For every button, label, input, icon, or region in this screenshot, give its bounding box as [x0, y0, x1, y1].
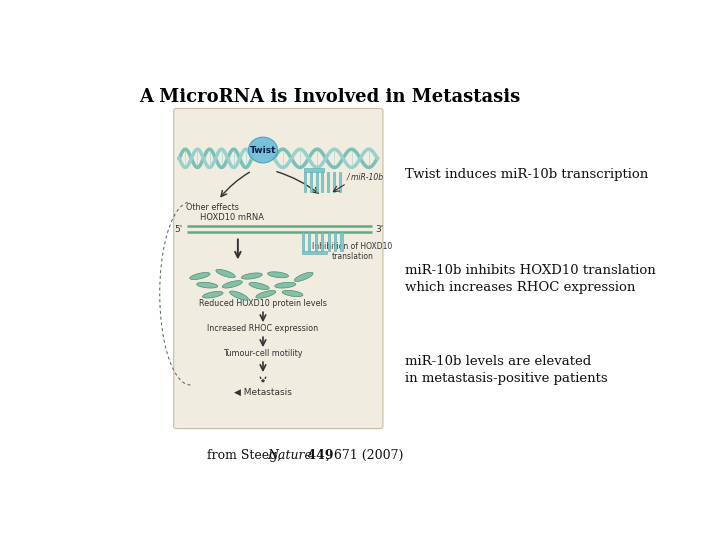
- Ellipse shape: [190, 273, 210, 280]
- Ellipse shape: [282, 291, 303, 296]
- FancyBboxPatch shape: [302, 232, 304, 251]
- Text: 449: 449: [302, 449, 333, 462]
- Text: miR-10b levels are elevated
in metastasis-positive patients: miR-10b levels are elevated in metastasi…: [405, 355, 608, 386]
- Ellipse shape: [197, 282, 217, 288]
- FancyBboxPatch shape: [304, 172, 306, 192]
- Ellipse shape: [248, 137, 277, 163]
- Ellipse shape: [257, 145, 269, 155]
- Text: ◀ Metastasis: ◀ Metastasis: [234, 388, 292, 397]
- Text: Inhibition of HOXD10
translation: Inhibition of HOXD10 translation: [312, 241, 392, 261]
- Ellipse shape: [268, 272, 289, 278]
- Text: miR-10b inhibits HOXD10 translation
which increases RHOC expression: miR-10b inhibits HOXD10 translation whic…: [405, 264, 656, 294]
- FancyBboxPatch shape: [339, 172, 341, 192]
- Text: Twist: Twist: [250, 146, 276, 154]
- Ellipse shape: [254, 143, 271, 158]
- FancyBboxPatch shape: [310, 172, 312, 192]
- Text: from Steeg,: from Steeg,: [207, 449, 285, 462]
- Ellipse shape: [241, 273, 262, 279]
- Text: Other effects: Other effects: [186, 203, 239, 212]
- Text: 5': 5': [174, 225, 182, 233]
- Text: Nature: Nature: [268, 449, 312, 462]
- Text: HOXD10 mRNA: HOXD10 mRNA: [200, 213, 264, 221]
- Ellipse shape: [249, 282, 269, 289]
- Text: 3': 3': [375, 225, 383, 233]
- Ellipse shape: [248, 137, 277, 163]
- Ellipse shape: [258, 146, 267, 154]
- Text: A MicroRNA is Involved in Metastasis: A MicroRNA is Involved in Metastasis: [139, 87, 521, 106]
- FancyBboxPatch shape: [333, 172, 335, 192]
- Ellipse shape: [253, 141, 273, 159]
- FancyBboxPatch shape: [304, 168, 324, 172]
- Ellipse shape: [256, 144, 270, 157]
- Ellipse shape: [202, 292, 223, 298]
- Text: Increased RHOC expression: Increased RHOC expression: [207, 325, 318, 333]
- FancyBboxPatch shape: [315, 172, 318, 192]
- FancyBboxPatch shape: [315, 232, 317, 251]
- Ellipse shape: [216, 269, 235, 278]
- Ellipse shape: [230, 291, 248, 300]
- FancyBboxPatch shape: [174, 109, 383, 429]
- FancyBboxPatch shape: [328, 172, 329, 192]
- Ellipse shape: [275, 282, 296, 288]
- FancyBboxPatch shape: [341, 232, 343, 251]
- FancyBboxPatch shape: [308, 232, 310, 251]
- FancyBboxPatch shape: [321, 172, 323, 192]
- Text: / miR-10b: / miR-10b: [347, 172, 384, 181]
- Text: Twist induces miR-10b transcription: Twist induces miR-10b transcription: [405, 168, 649, 181]
- Ellipse shape: [222, 281, 243, 288]
- Text: , 671 (2007): , 671 (2007): [326, 449, 403, 462]
- Ellipse shape: [250, 138, 276, 161]
- Ellipse shape: [251, 140, 274, 160]
- Text: Tumour-cell motility: Tumour-cell motility: [223, 349, 302, 359]
- FancyBboxPatch shape: [328, 232, 330, 251]
- Ellipse shape: [256, 291, 276, 298]
- FancyBboxPatch shape: [302, 251, 327, 254]
- Text: Reduced HOXD10 protein levels: Reduced HOXD10 protein levels: [199, 300, 327, 308]
- FancyBboxPatch shape: [321, 232, 323, 251]
- Ellipse shape: [294, 272, 313, 281]
- FancyBboxPatch shape: [334, 232, 336, 251]
